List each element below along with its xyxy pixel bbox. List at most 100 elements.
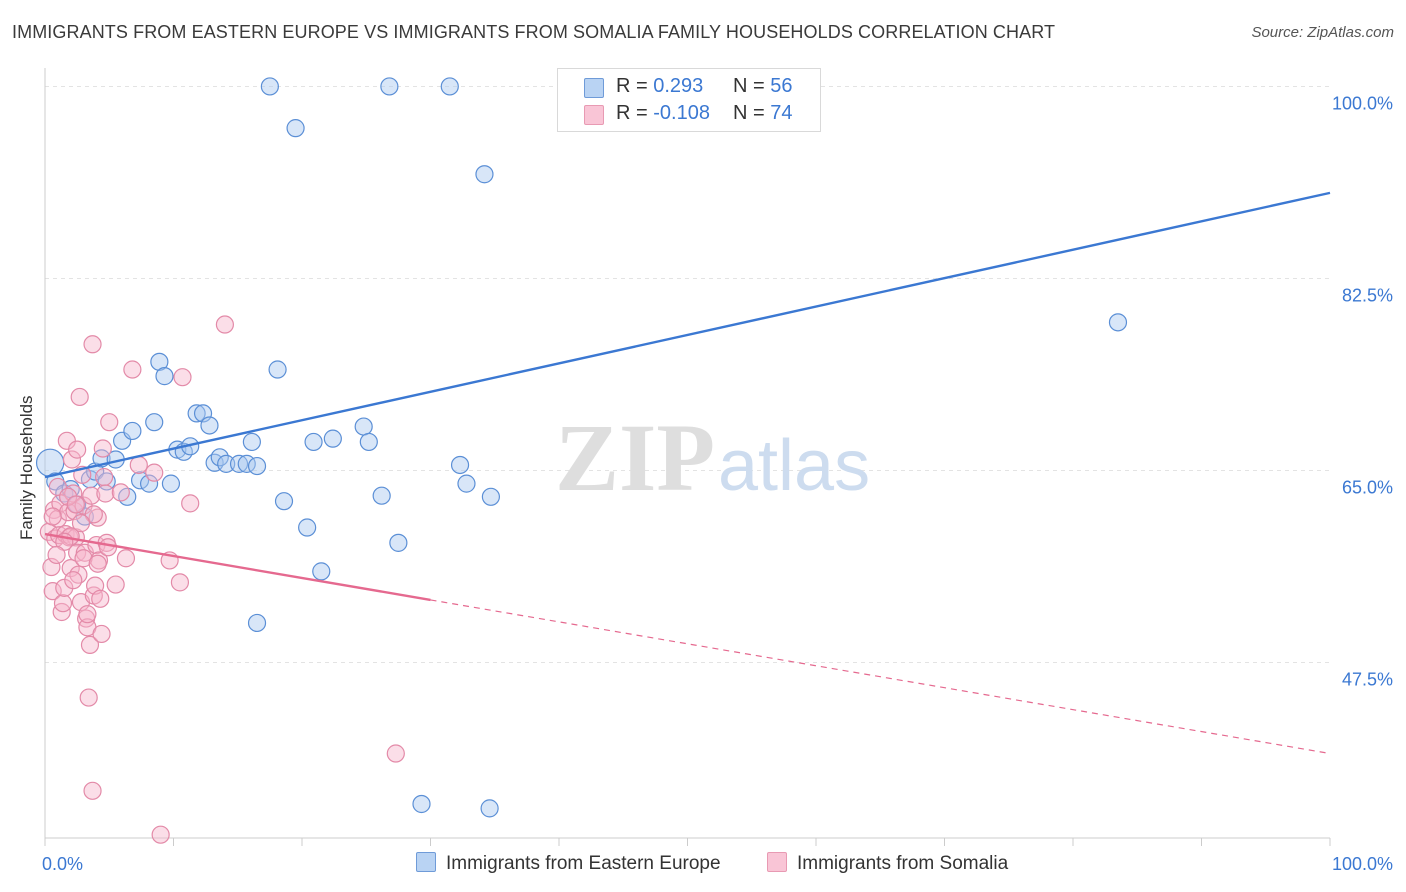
point-somalia <box>71 514 91 533</box>
point-somalia <box>70 387 89 407</box>
y-axis-label: Family Households <box>17 395 36 540</box>
legend-n-value: 56 <box>770 75 793 97</box>
point-eastern-europe <box>35 448 65 477</box>
point-eastern-europe <box>354 417 373 436</box>
point-somalia <box>47 545 66 565</box>
point-somalia <box>91 589 110 608</box>
legend-r-value: 0.293 <box>653 75 704 97</box>
point-eastern-europe <box>480 799 499 818</box>
grid-lines <box>45 85 1330 663</box>
bottom-legend-somalia: Immigrants from Somalia <box>767 852 1008 875</box>
point-somalia <box>106 575 125 594</box>
point-somalia <box>82 486 101 505</box>
point-somalia <box>83 335 102 354</box>
x-tick-label-min: 0.0% <box>42 854 83 874</box>
point-somalia <box>151 825 170 844</box>
point-somalia <box>69 565 88 584</box>
point-somalia <box>100 413 119 432</box>
bottom-legend-eastern-europe: Immigrants from Eastern Europe <box>416 852 721 875</box>
point-eastern-europe <box>323 429 342 448</box>
point-eastern-europe <box>359 432 378 452</box>
point-somalia <box>62 450 82 469</box>
correlation-legend: R = 0.293 N = 56 R = -0.108 N = 74 <box>557 68 821 132</box>
source-label: Source: ZipAtlas.com <box>1251 24 1394 41</box>
point-somalia <box>84 505 103 524</box>
point-eastern-europe <box>274 492 294 511</box>
point-somalia <box>53 594 73 613</box>
point-somalia <box>74 549 93 568</box>
point-somalia <box>116 549 136 568</box>
point-eastern-europe <box>475 165 494 184</box>
watermark-zip: ZIP <box>555 404 715 511</box>
bottom-legend-swatch-blue <box>416 852 436 872</box>
point-eastern-europe <box>242 432 261 452</box>
bottom-legend-swatch-pink <box>767 852 787 872</box>
point-eastern-europe <box>155 367 174 386</box>
point-eastern-europe <box>389 533 408 552</box>
legend-row-somalia: R = -0.108 N = 74 <box>558 101 820 127</box>
point-somalia <box>43 582 62 601</box>
point-eastern-europe <box>247 456 267 476</box>
point-somalia <box>42 557 61 577</box>
point-somalia <box>80 635 100 655</box>
trend-line-somalia-extension <box>430 599 1331 755</box>
point-somalia <box>95 467 114 487</box>
point-eastern-europe <box>312 562 331 581</box>
point-eastern-europe <box>210 448 229 467</box>
point-eastern-europe <box>139 474 159 493</box>
point-somalia <box>93 439 112 458</box>
point-somalia <box>98 538 118 557</box>
point-eastern-europe <box>217 454 236 473</box>
legend-r-label: R = <box>616 102 648 124</box>
chart-title: IMMIGRANTS FROM EASTERN EUROPE VS IMMIGR… <box>12 22 1056 42</box>
watermark-atlas: atlas <box>718 426 870 506</box>
legend-n-value: 74 <box>770 102 793 124</box>
point-somalia <box>43 507 62 526</box>
point-eastern-europe <box>1108 313 1128 332</box>
bottom-legend-label: Immigrants from Somalia <box>797 853 1009 874</box>
point-eastern-europe <box>260 77 279 96</box>
point-eastern-europe <box>457 474 476 493</box>
point-somalia <box>215 315 234 334</box>
point-somalia <box>96 484 115 503</box>
point-eastern-europe <box>229 454 249 473</box>
point-eastern-europe <box>150 352 169 371</box>
data-points <box>35 77 1128 844</box>
point-somalia <box>78 605 97 624</box>
point-somalia <box>129 455 148 475</box>
point-eastern-europe <box>247 613 267 633</box>
legend-r-value: -0.108 <box>653 102 710 124</box>
x-tick-label-max: 100.0% <box>1332 854 1393 874</box>
point-eastern-europe <box>187 404 206 423</box>
bottom-legend-label: Immigrants from Eastern Europe <box>446 853 721 874</box>
axes <box>44 68 1331 846</box>
point-eastern-europe <box>304 432 323 452</box>
point-somalia <box>173 368 192 387</box>
point-somalia <box>79 688 98 707</box>
y-tick-label: 47.5% <box>1342 669 1393 689</box>
trend-lines <box>44 191 1331 755</box>
point-somalia <box>66 495 85 514</box>
point-somalia <box>88 554 107 573</box>
legend-r-label: R = <box>616 75 648 97</box>
point-eastern-europe <box>145 413 164 432</box>
legend-swatch-pink <box>584 105 604 125</box>
point-somalia <box>68 440 87 459</box>
point-eastern-europe <box>200 416 219 435</box>
point-somalia <box>170 573 190 592</box>
point-eastern-europe <box>481 487 500 506</box>
trend-line-eastern-europe <box>44 191 1331 479</box>
point-eastern-europe <box>440 77 459 96</box>
point-eastern-europe <box>380 77 399 96</box>
point-eastern-europe <box>123 421 142 441</box>
y-tick-label: 100.0% <box>1332 93 1393 113</box>
point-somalia <box>181 494 200 513</box>
trend-line-somalia <box>44 532 431 602</box>
point-somalia <box>92 624 111 644</box>
point-somalia <box>83 781 102 800</box>
point-eastern-europe <box>450 455 470 475</box>
point-eastern-europe <box>372 486 391 505</box>
point-somalia <box>44 500 64 520</box>
point-somalia <box>64 571 83 590</box>
